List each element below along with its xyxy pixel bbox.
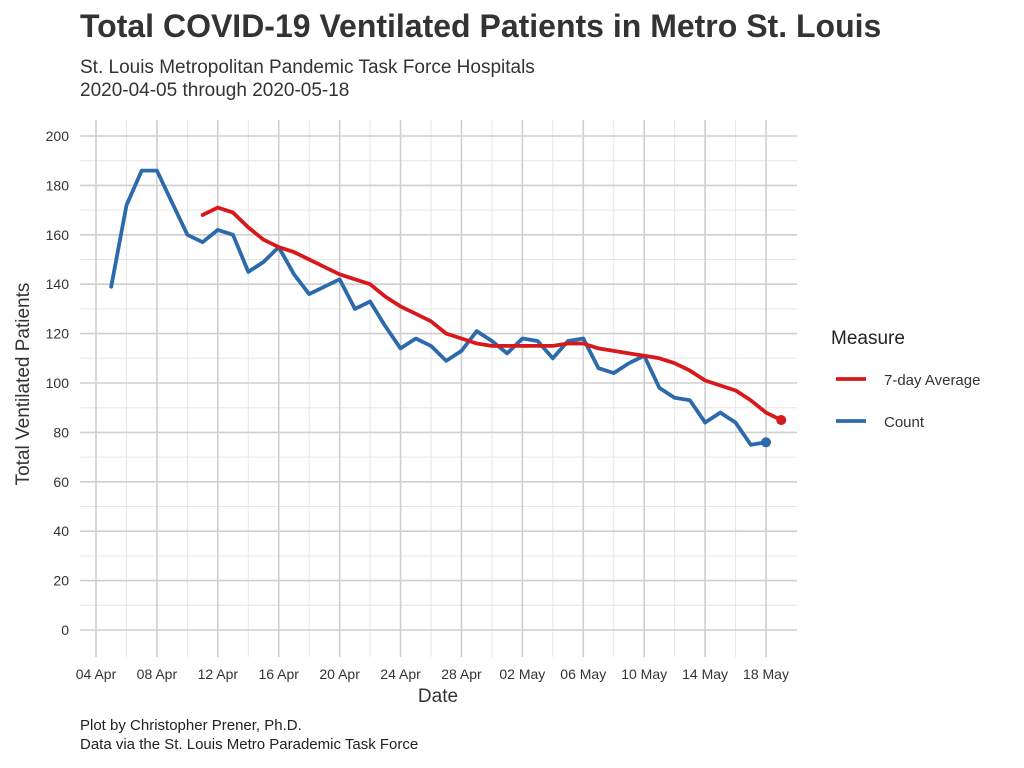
x-tick-label: 06 May (560, 666, 606, 682)
y-tick-label: 160 (46, 227, 70, 243)
x-tick-label: 02 May (499, 666, 545, 682)
subtitle-line-1: St. Louis Metropolitan Pandemic Task For… (80, 57, 535, 78)
y-tick-label: 40 (53, 523, 69, 539)
y-tick-labels: 0 20 40 60 80 100 120 140 160 180 200 (46, 128, 70, 638)
x-tick-label: 10 May (621, 666, 667, 682)
subtitle-line-2: 2020-04-05 through 2020-05-18 (80, 80, 350, 101)
chart-caption: Plot by Christopher Prener, Ph.D. Data v… (80, 716, 418, 754)
x-tick-label: 20 Apr (319, 666, 360, 682)
x-tick-label: 28 Apr (441, 666, 482, 682)
y-tick-label: 0 (61, 622, 69, 638)
series-endpoint-7-day-average (776, 415, 787, 426)
y-tick-label: 180 (46, 177, 70, 193)
y-tick-label: 200 (46, 128, 70, 144)
x-tick-label: 24 Apr (380, 666, 421, 682)
x-tick-label: 18 May (743, 666, 789, 682)
x-tick-label: 04 Apr (76, 666, 117, 682)
y-tick-label: 60 (53, 474, 69, 490)
x-tick-label: 16 Apr (258, 666, 299, 682)
x-tick-labels: 04 Apr 08 Apr 12 Apr 16 Apr 20 Apr 24 Apr 28 A… (76, 666, 789, 682)
y-tick-label: 100 (46, 375, 70, 391)
x-tick-label: 14 May (682, 666, 728, 682)
series-lines (109, 168, 787, 448)
legend: Measure 7-day Average Count (831, 328, 980, 431)
grid-lines (80, 120, 797, 657)
x-axis-title: Date (418, 686, 458, 707)
y-tick-label: 20 (53, 573, 69, 589)
series-line-count (109, 168, 768, 447)
y-tick-label: 80 (53, 424, 69, 440)
legend-label-count: Count (884, 414, 925, 431)
chart-title: Total COVID-19 Ventilated Patients in Me… (80, 8, 882, 44)
y-tick-label: 140 (46, 276, 70, 292)
chart-subtitle: St. Louis Metropolitan Pandemic Task For… (80, 56, 535, 102)
caption-line-1: Plot by Christopher Prener, Ph.D. (80, 717, 302, 734)
x-tick-label: 08 Apr (137, 666, 178, 682)
series-endpoint-count (761, 437, 771, 448)
y-axis-title: Total Ventilated Patients (13, 283, 34, 486)
y-tick-label: 120 (46, 326, 70, 342)
caption-line-2: Data via the St. Louis Metro Parademic T… (80, 736, 419, 753)
x-tick-label: 12 Apr (198, 666, 239, 682)
series-line-7-day-average (200, 205, 784, 423)
legend-label-7-day-average: 7-day Average (884, 372, 980, 389)
legend-title: Measure (831, 328, 905, 349)
